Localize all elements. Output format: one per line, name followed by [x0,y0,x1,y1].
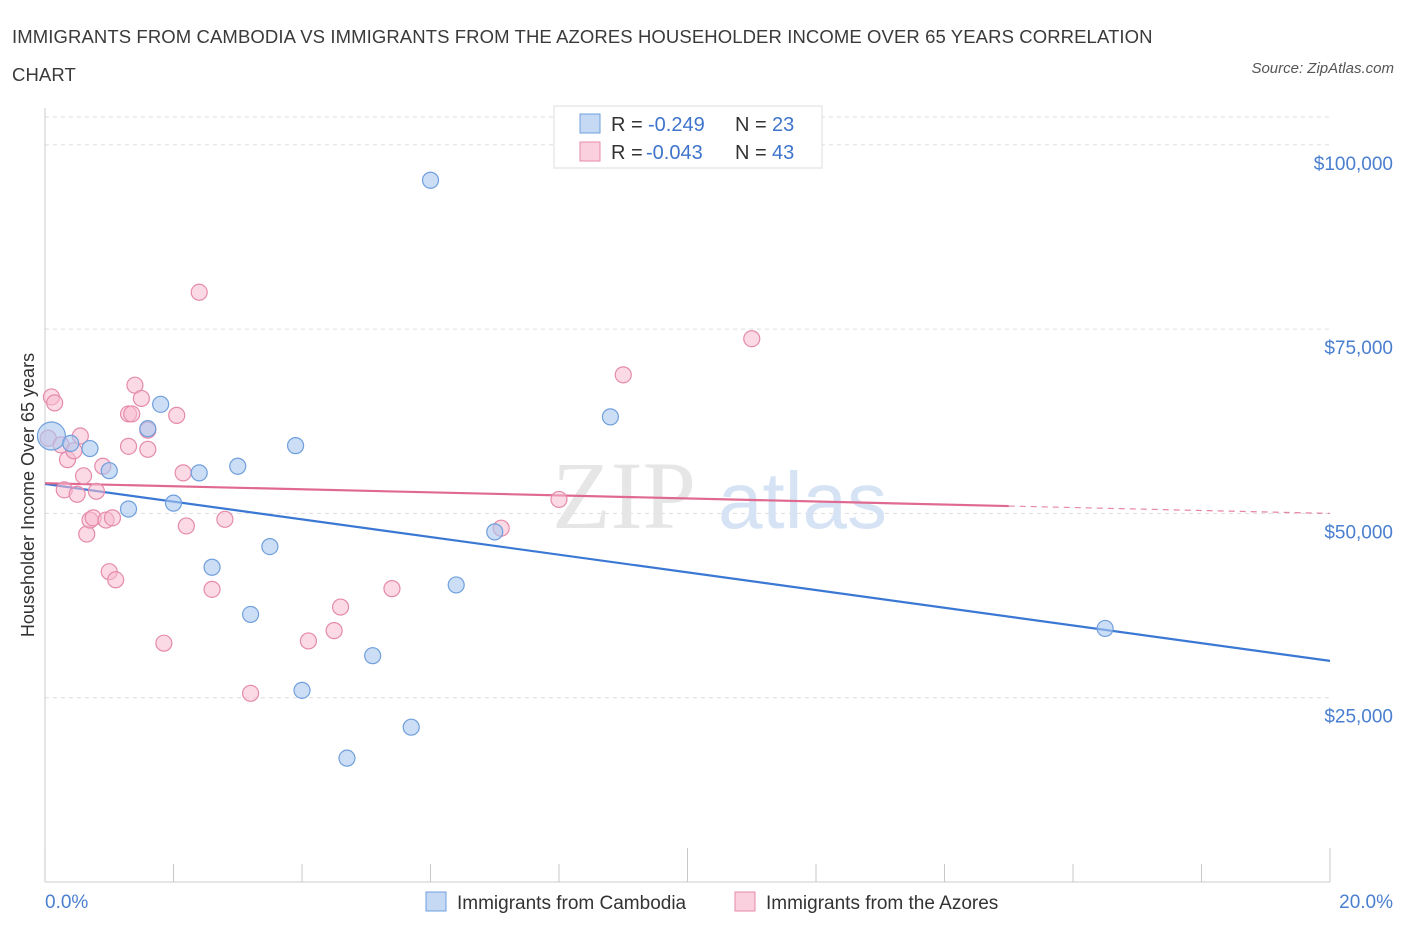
point-cambodia [139,420,157,438]
point-cambodia [402,718,420,736]
point-azores [68,485,86,503]
legend-n-label-1: N = [735,114,767,136]
x-tick-label-max: 20.0% [1339,892,1393,913]
point-azores [203,580,221,598]
point-azores [242,684,260,702]
legend-r-label-1: R = [611,114,643,136]
bottom-legend-swatch-azores [734,891,756,912]
point-azores [190,283,208,301]
point-cambodia [261,537,279,556]
point-azores [139,440,157,458]
point-azores [103,509,122,527]
y-axis-label: Householder Income Over 65 years [18,353,38,637]
point-cambodia [447,576,465,594]
point-azores [123,405,141,423]
top-legend: R = -0.249 N = 23 R = -0.043 N = 43 [553,105,823,169]
trend-lines [44,482,1331,662]
point-azores [177,517,195,535]
point-azores [550,490,568,509]
y-tick-label: $75,000 [1324,338,1393,359]
point-cambodia [203,558,221,576]
point-azores [74,467,93,485]
point-azores [155,634,173,652]
trend-line-azores-extension [1008,505,1331,515]
point-cambodia [286,437,305,455]
legend-r-value-2: -0.043 [646,142,703,164]
trend-line-azores [44,482,1009,508]
legend-n-value-2: 43 [772,142,794,164]
y-tick-label: $50,000 [1324,522,1393,543]
chart-source: Source: ZipAtlas.com [1251,60,1394,77]
legend-r-value-1: -0.249 [648,114,705,136]
x-tick-label-min: 0.0% [45,892,88,913]
point-cambodia [190,464,208,482]
point-cambodia [62,434,80,452]
point-cambodia [242,605,260,624]
point-cambodia [164,494,183,512]
point-cambodia [421,171,440,189]
point-azores [383,580,401,598]
trend-line-cambodia [44,482,1331,662]
data-points [36,171,1114,767]
point-azores [107,571,125,589]
y-tick-label: $100,000 [1314,154,1393,175]
point-azores [87,482,106,500]
point-cambodia [486,523,504,541]
point-cambodia [100,462,118,480]
point-azores [119,437,138,455]
point-cambodia [36,421,67,451]
point-azores [168,406,186,424]
point-azores [299,632,318,650]
legend-swatch-azores [579,141,601,162]
legend-r-label-2: R = [611,142,643,164]
point-cambodia [1096,619,1114,638]
point-azores [331,598,350,616]
point-cambodia [601,408,620,426]
point-cambodia [119,500,138,518]
point-azores [325,622,343,640]
point-azores [46,394,64,412]
point-azores [78,525,96,543]
bottom-legend-label-cambodia: Immigrants from Cambodia [457,893,687,914]
point-cambodia [152,395,170,413]
chart-title: IMMIGRANTS FROM CAMBODIA VS IMMIGRANTS F… [12,26,1153,85]
point-azores [216,510,234,528]
bottom-legend-label-azores: Immigrants from the Azores [766,893,998,914]
point-azores [614,366,632,384]
point-cambodia [81,439,99,458]
axes [44,108,1331,883]
tick-labels: $25,000 $50,000 $75,000 $100,000 0.0% 20.0% [45,154,1393,913]
point-cambodia [293,681,311,699]
point-cambodia [338,749,356,767]
point-azores [174,464,192,482]
y-tick-label: $25,000 [1324,707,1393,728]
bottom-legend-swatch-cambodia [425,891,447,912]
point-cambodia [229,457,247,475]
legend-n-label-2: N = [735,142,767,164]
bottom-legend: Immigrants from Cambodia Immigrants from… [425,891,998,914]
grid-lines [45,116,1330,699]
point-azores [132,389,150,408]
legend-swatch-cambodia [579,113,601,134]
point-azores [743,330,761,348]
point-cambodia [364,647,382,665]
legend-n-value-1: 23 [772,114,794,136]
